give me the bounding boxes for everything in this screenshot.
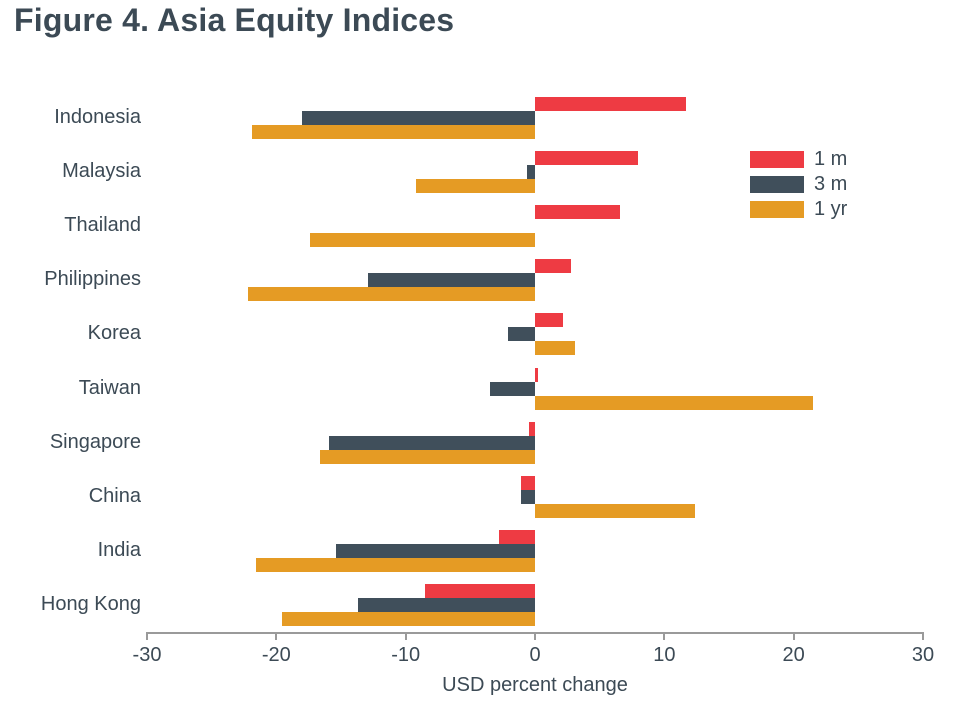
bar-1-m-philippines [535, 259, 572, 274]
bar-3-m-malaysia [527, 164, 535, 179]
bar-1-yr-hong-kong [281, 612, 535, 627]
x-axis-tick-label--10: -10 [391, 644, 421, 666]
bar-3-m-taiwan [489, 381, 535, 396]
bar-1-m-china [520, 475, 535, 490]
bar-1-m-singapore [528, 421, 535, 436]
bar-3-m-korea [507, 327, 535, 342]
legend-label-1-yr: 1 yr [814, 198, 848, 220]
bar-1-yr-singapore [320, 449, 535, 464]
bar-1-m-thailand [535, 204, 621, 219]
bar-1-m-indonesia [535, 96, 687, 111]
x-axis-tick--30 [146, 632, 148, 640]
bar-1-m-india [498, 530, 535, 545]
bar-1-yr-indonesia [251, 124, 535, 139]
bar-1-yr-philippines [247, 287, 535, 302]
category-label-taiwan: Taiwan [78, 376, 141, 399]
x-axis-title: USD percent change [442, 674, 628, 696]
x-axis-tick--10 [404, 632, 407, 640]
category-label-india: India [97, 539, 141, 562]
x-axis-tick--20 [275, 632, 278, 640]
legend-swatch-3-m [750, 176, 804, 193]
bar-1-yr-taiwan [535, 395, 814, 410]
legend-label-3-m: 3 m [814, 173, 848, 195]
category-label-hong-kong: Hong Kong [40, 593, 141, 616]
x-axis-tick-20 [792, 632, 795, 640]
plot-area [146, 90, 924, 640]
bar-1-yr-malaysia [416, 178, 535, 193]
x-axis-tick-0 [534, 632, 536, 640]
legend-item-1-yr: 1 yr [750, 198, 848, 220]
bar-1-yr-china [535, 503, 696, 518]
category-label-indonesia: Indonesia [54, 105, 141, 128]
bar-1-m-malaysia [535, 150, 639, 165]
x-axis-tick-label--20: -20 [261, 644, 291, 666]
legend-swatch-1-m [750, 151, 804, 168]
bar-1-m-taiwan [535, 367, 538, 382]
bar-1-yr-korea [535, 341, 576, 356]
x-axis-tick-10 [663, 632, 666, 640]
category-label-china: China [88, 484, 141, 507]
category-label-korea: Korea [87, 322, 141, 345]
legend-item-1-m: 1 m [750, 148, 848, 170]
category-label-singapore: Singapore [49, 430, 141, 453]
x-axis-tick-label-10: 10 [653, 644, 676, 666]
bar-3-m-china [520, 489, 535, 504]
legend-item-3-m: 3 m [750, 173, 848, 195]
bar-3-m-singapore [329, 435, 535, 450]
category-label-malaysia: Malaysia [62, 159, 141, 182]
bar-3-m-india [335, 544, 535, 559]
bar-1-yr-india [255, 558, 535, 573]
x-axis-tick-label-0: 0 [529, 644, 541, 666]
category-label-thailand: Thailand [64, 213, 141, 236]
bar-3-m-philippines [368, 273, 535, 288]
legend: 1 m 3 m 1 yr [750, 148, 848, 226]
x-axis-tick-label-30: 30 [911, 644, 935, 666]
legend-label-1-m: 1 m [814, 148, 848, 170]
bar-3-m-hong-kong [357, 598, 535, 613]
bar-1-m-hong-kong [425, 584, 535, 599]
category-label-philippines: Philippines [44, 268, 141, 291]
chart-title: Figure 4. Asia Equity Indices [14, 2, 455, 38]
bar-1-yr-thailand [309, 232, 535, 247]
bar-3-m-indonesia [302, 110, 535, 125]
legend-swatch-1-yr [750, 201, 804, 218]
x-axis-tick-30 [922, 632, 924, 640]
x-axis-tick-label--30: -30 [132, 644, 162, 666]
x-axis-tick-label-20: 20 [782, 644, 805, 666]
bar-1-m-korea [535, 313, 564, 328]
